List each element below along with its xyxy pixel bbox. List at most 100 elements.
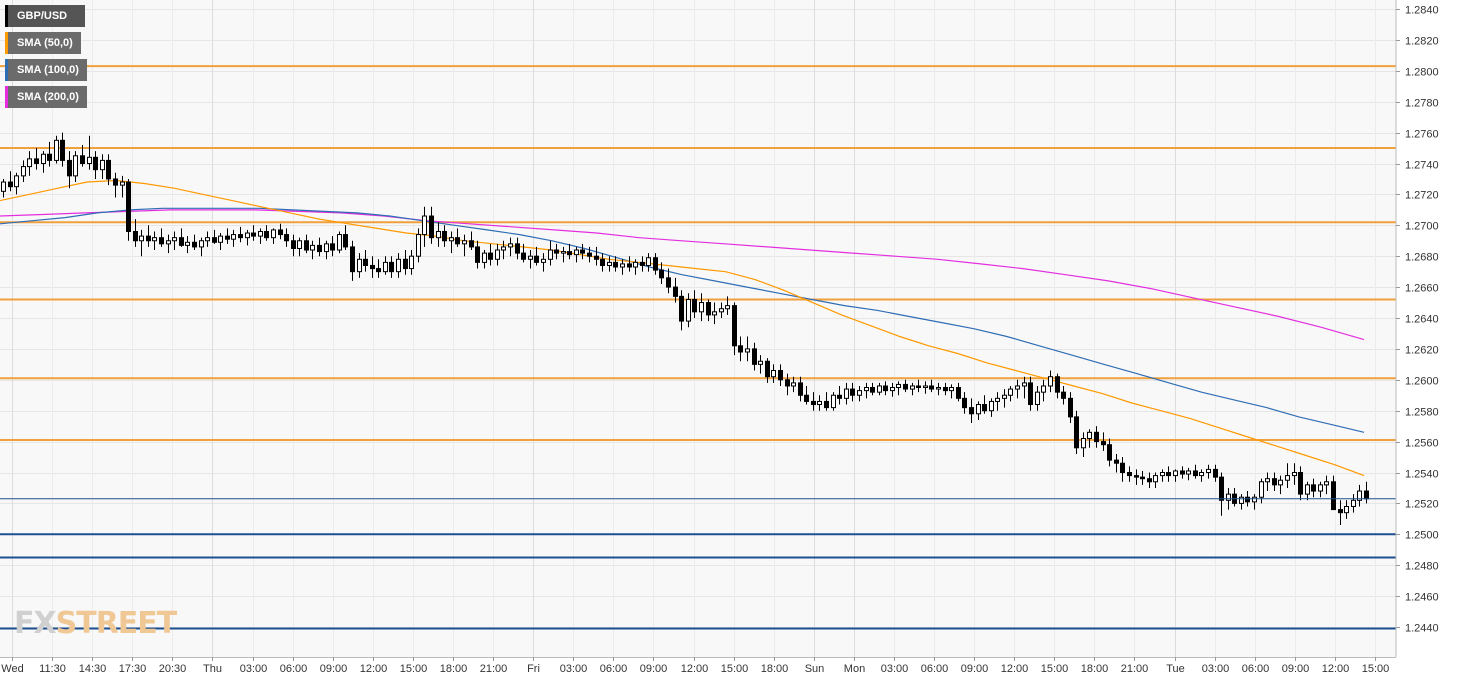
candle	[73, 151, 78, 183]
candle-body	[916, 385, 921, 389]
candle	[620, 259, 625, 275]
candle-body	[1259, 481, 1264, 498]
candle-body	[396, 258, 401, 273]
candle	[580, 243, 585, 260]
candle	[1324, 475, 1329, 495]
candle-body	[1002, 394, 1007, 399]
x-tick-label: 14:30	[79, 663, 107, 675]
candle-body	[8, 181, 13, 188]
candle	[455, 228, 460, 247]
y-tick-label: 1.2820	[1405, 36, 1439, 48]
candle-body	[14, 175, 19, 188]
candle	[251, 225, 256, 241]
candle	[785, 373, 790, 396]
candle-body	[1193, 470, 1198, 477]
legend-sma50[interactable]: SMA (50,0)	[5, 32, 81, 54]
candle	[172, 231, 177, 251]
x-axis-background	[0, 657, 1396, 682]
candle-body	[785, 379, 790, 387]
candle-body	[1101, 441, 1106, 446]
candle	[1120, 457, 1125, 482]
candle	[1153, 472, 1158, 488]
candle-body	[218, 235, 223, 243]
candle	[179, 228, 184, 247]
candle-body	[324, 243, 329, 253]
candle-body	[1015, 385, 1020, 390]
candle-body	[337, 234, 342, 251]
candle	[732, 302, 737, 356]
candle-body	[778, 370, 783, 381]
candle-body	[152, 237, 157, 242]
candle-body	[1035, 391, 1040, 406]
candle	[1114, 453, 1119, 473]
y-tick-label: 1.2460	[1405, 592, 1439, 604]
candle-body	[1338, 509, 1343, 514]
candle-body	[41, 153, 46, 164]
legend-swatch-sma200	[5, 86, 8, 108]
candle-body	[600, 258, 605, 266]
candle	[330, 236, 335, 257]
candle	[844, 382, 849, 405]
candle	[245, 229, 250, 246]
candle	[1272, 472, 1277, 492]
candle-body	[943, 387, 948, 392]
x-tick-label: 06:00	[280, 663, 308, 675]
x-tick-label: 06:00	[1242, 663, 1270, 675]
candle	[600, 253, 605, 272]
candle	[27, 151, 32, 176]
x-tick-label: 06:00	[921, 663, 949, 675]
candle	[837, 385, 842, 405]
candle	[1074, 410, 1079, 454]
candle-body	[462, 240, 467, 245]
x-tick-label: 15:00	[400, 663, 428, 675]
candle-body	[245, 232, 250, 239]
candle-body	[929, 385, 934, 390]
y-tick-label: 1.2800	[1405, 67, 1439, 79]
candle-body	[495, 249, 500, 260]
candle	[883, 381, 888, 396]
x-tick-label: Tue	[1166, 663, 1185, 675]
candle-body	[54, 139, 59, 161]
candle-body	[633, 261, 638, 268]
candle	[673, 277, 678, 303]
candle-body	[969, 407, 974, 415]
candle-body	[429, 215, 434, 239]
candle-body	[350, 246, 355, 273]
candle	[666, 268, 671, 294]
candle-body	[811, 400, 816, 406]
candle	[1107, 438, 1112, 467]
candle-body	[185, 241, 190, 246]
candle-body	[93, 156, 98, 171]
candle	[47, 141, 52, 167]
legend-sma200[interactable]: SMA (200,0)	[5, 86, 87, 108]
candle-body	[1134, 475, 1139, 478]
candle-body	[574, 249, 579, 256]
candle	[449, 231, 454, 254]
legend-symbol[interactable]: GBP/USD	[5, 5, 86, 27]
candle	[1252, 494, 1257, 510]
candle	[67, 151, 72, 189]
candle-body	[1061, 391, 1066, 399]
candle-body	[627, 263, 632, 268]
candle-body	[798, 382, 803, 396]
candle	[804, 385, 809, 405]
candle-body	[1041, 385, 1046, 393]
candle	[1351, 494, 1356, 513]
candle-body	[27, 158, 32, 168]
candle	[1357, 484, 1362, 507]
candle-body	[1087, 431, 1092, 440]
candle	[100, 154, 105, 179]
candle	[1015, 379, 1020, 399]
candle	[594, 246, 599, 266]
candle	[1338, 500, 1343, 526]
candle-body	[126, 181, 131, 232]
candle	[403, 250, 408, 275]
candle-body	[758, 360, 763, 365]
candle	[995, 392, 1000, 411]
legend-sma100[interactable]: SMA (100,0)	[5, 59, 87, 81]
candle	[857, 385, 862, 402]
candle-body	[725, 305, 730, 310]
y-tick-label: 1.2700	[1405, 221, 1439, 233]
